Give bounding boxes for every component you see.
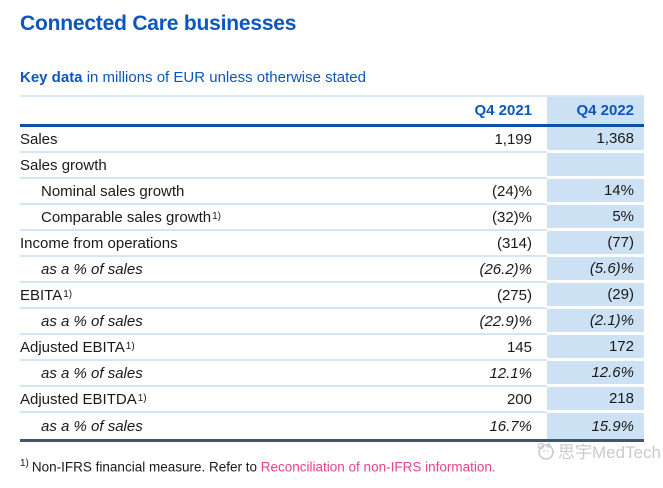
header-spacer [20, 97, 390, 124]
footnote-ref: 1) [63, 288, 73, 300]
cell-q4-2021: (26.2)% [390, 257, 540, 283]
column-gap [540, 127, 547, 153]
column-gap [540, 283, 547, 309]
cell-q4-2021: (32)% [390, 205, 540, 231]
table-row: EBITA 1) (275) (29) [20, 283, 644, 309]
column-header-q4-2021: Q4 2021 [474, 102, 532, 119]
row-label: as a % of sales [41, 417, 143, 435]
row-label: as a % of sales [20, 257, 390, 283]
row-label: Sales [20, 127, 390, 153]
column-gap [540, 413, 547, 439]
table-header-row: Q4 2021 Q4 2022 [20, 95, 644, 127]
table-row: Sales 1,199 1,368 [20, 127, 644, 153]
cell-q4-2021: 200 [390, 387, 540, 413]
column-header-q4-2022: Q4 2022 [547, 97, 644, 124]
cell-q4-2021: 1,199 [390, 127, 540, 153]
caption-units: in millions of EUR unless otherwise stat… [82, 69, 366, 86]
row-label: Nominal sales growth [20, 179, 390, 205]
column-gap [540, 205, 547, 231]
key-data-table: Q4 2021 Q4 2022 Sales 1,199 1,368 Sales … [20, 95, 644, 442]
table-bottom-rule [20, 439, 644, 442]
footnote-ref: 1) [125, 340, 135, 352]
cell-q4-2021: 16.7% [489, 417, 532, 435]
table-row: as a % of sales (26.2)% (5.6)% [20, 257, 644, 283]
cell-q4-2021: (314) [390, 231, 540, 257]
footnote-ref: 1) [137, 392, 147, 404]
column-gap [540, 179, 547, 205]
table-body: Sales 1,199 1,368 Sales growth Nominal s… [20, 127, 644, 439]
row-label: Adjusted EBITDA 1) [20, 387, 390, 413]
cell-q4-2022: (77) [547, 231, 644, 257]
cell-q4-2022 [547, 153, 644, 179]
cell-q4-2022: (2.1)% [547, 309, 644, 335]
column-gap [540, 153, 547, 179]
table-row: Sales growth [20, 153, 644, 179]
cell-q4-2022: 15.9% [547, 413, 644, 439]
reconciliation-link[interactable]: Reconciliation of non-IFRS information. [260, 459, 496, 475]
footnote-marker: 1) [20, 458, 29, 469]
footnote-ref: 1) [212, 210, 221, 222]
table-row: Comparable sales growth 1) (32)% 5% [20, 205, 644, 231]
page-title: Connected Care businesses [20, 12, 297, 35]
row-label: Income from operations [20, 231, 390, 257]
row-label: as a % of sales [20, 309, 390, 335]
table-row: Nominal sales growth (24)% 14% [20, 179, 644, 205]
table-row: as a % of sales 16.7% 15.9% [20, 413, 644, 439]
table-row: as a % of sales 12.1% 12.6% [20, 361, 644, 387]
cell-q4-2022: 5% [547, 205, 644, 231]
cell-q4-2022: 218 [547, 387, 644, 413]
table-row: Income from operations (314) (77) [20, 231, 644, 257]
cell-q4-2022: 12.6% [547, 361, 644, 387]
table-row: as a % of sales (22.9)% (2.1)% [20, 309, 644, 335]
cell-q4-2021: (22.9)% [390, 309, 540, 335]
table-row: Adjusted EBITDA 1) 200 218 [20, 387, 644, 413]
report-page: Connected Care businesses Key data in mi… [20, 12, 644, 475]
cell-q4-2021 [390, 153, 540, 179]
row-label: as a % of sales [20, 361, 390, 387]
cell-q4-2022: 1,368 [547, 127, 644, 153]
column-gap [540, 309, 547, 335]
cell-q4-2022: 14% [547, 179, 644, 205]
caption-key-data: Key data [20, 69, 83, 86]
footnote-text: Non-IFRS financial measure. Refer to [31, 459, 261, 475]
column-gap [540, 257, 547, 283]
column-gap [540, 387, 547, 413]
cell-q4-2022: 172 [547, 335, 644, 361]
cell-q4-2021: (24)% [390, 179, 540, 205]
cell-q4-2021: (275) [390, 283, 540, 309]
table-caption: Key data in millions of EUR unless other… [20, 69, 644, 86]
column-gap [540, 97, 547, 124]
column-gap [540, 361, 547, 387]
cell-q4-2021: 145 [390, 335, 540, 361]
row-label: Comparable sales growth 1) [20, 205, 390, 231]
column-gap [540, 231, 547, 257]
row-label: Adjusted EBITA 1) [20, 335, 390, 361]
table-row: Adjusted EBITA 1) 145 172 [20, 335, 644, 361]
footnote: 1) Non-IFRS financial measure. Refer to R… [20, 458, 644, 475]
cell-q4-2021: 12.1% [390, 361, 540, 387]
row-label: Sales growth [20, 153, 390, 179]
cell-q4-2022: (29) [547, 283, 644, 309]
column-gap [540, 335, 547, 361]
cell-q4-2022: (5.6)% [547, 257, 644, 283]
row-label: EBITA 1) [20, 283, 390, 309]
